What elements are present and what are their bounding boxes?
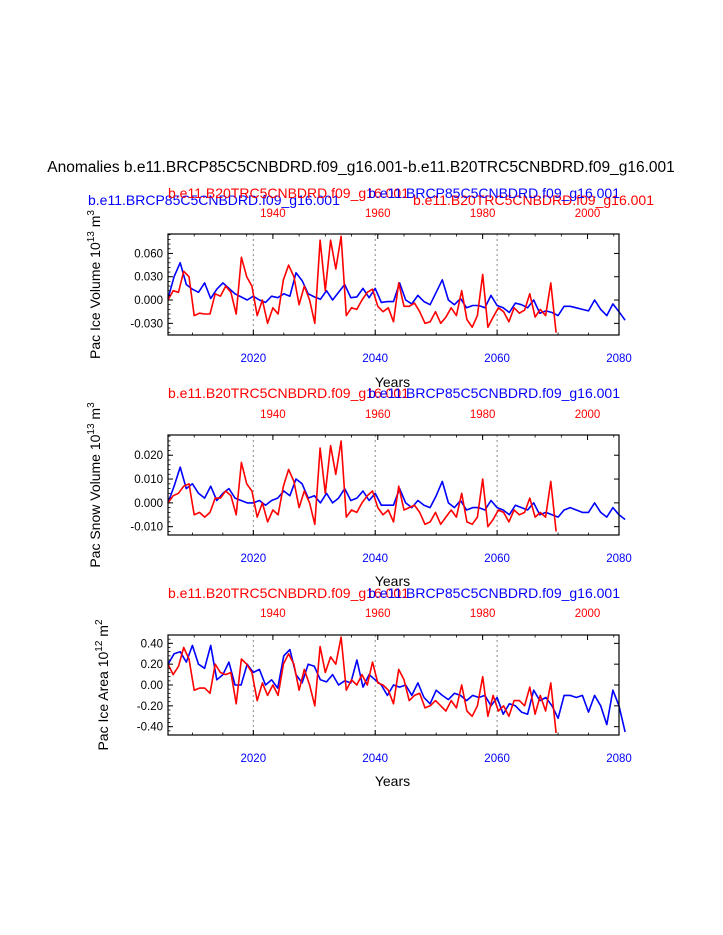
y-tick-label: 0.20 [141,659,163,671]
y-axis-label: Pac Snow Volume 1013 m3 [86,402,103,568]
x-tick-label-top: 1940 [260,608,286,620]
y-tick-label: -0.010 [130,522,163,534]
series-line-red [167,235,557,333]
y-tick-label: 0.060 [134,248,163,260]
y-tick-label: 0.030 [134,272,163,284]
x-tick-label-top: 1980 [470,208,496,220]
y-tick-label: -0.030 [130,318,163,330]
x-tick-label-top: 2000 [575,208,601,220]
x-tick-label-top: 1940 [260,208,286,220]
x-tick-label-top: 2000 [575,608,601,620]
panel-title-left: b.e11.BRCP85C5CNBDRD.f09_g16.001 [88,192,340,208]
series-line-blue [167,261,626,321]
x-tick-label-top: 1980 [470,608,496,620]
x-tick-label-bottom: 2060 [484,353,510,365]
x-tick-label-bottom: 2040 [362,753,388,765]
x-tick-label-bottom: 2080 [606,553,632,565]
y-tick-label: 0.00 [141,680,163,692]
y-axis-label: Pac Ice Area 1012 m2 [94,619,111,751]
x-tick-label-bottom: 2020 [241,753,267,765]
y-tick-label: 0.010 [134,474,163,486]
panel-title-right: b.e11.B20TRC5CNBDRD.f09_g16.001 [413,192,654,208]
x-tick-label-bottom: 2020 [241,553,267,565]
y-tick-label: 0.020 [134,450,163,462]
y-tick-label: 0.000 [134,295,163,307]
y-tick-label: 0.000 [134,498,163,510]
x-tick-label-bottom: 2040 [362,353,388,365]
series-line-red [167,440,557,532]
x-tick-label-bottom: 2060 [484,553,510,565]
series-line-red [167,636,557,733]
x-tick-label-top: 2000 [575,409,601,421]
y-tick-label: 0.40 [141,638,163,650]
figure-title: Anomalies b.e11.BRCP85C5CNBDRD.f09_g16.0… [47,159,675,176]
panel-title-overlay-red: b.e11.B20TRC5CNBDRD.f09_g16.001 [168,185,409,201]
x-axis-label: Years [375,374,410,390]
panel-snow-volume: b.e11.B20TRC5CNBDRD.f09_g16.001 b.e11.BR… [86,385,632,589]
panel-title-right: b.e11.BRCP85C5CNBDRD.f09_g16.001 [368,585,620,601]
x-axis-label: Years [375,573,410,589]
x-tick-label-bottom: 2080 [606,753,632,765]
x-tick-label-top: 1960 [365,409,391,421]
panel-title-right: b.e11.BRCP85C5CNBDRD.f09_g16.001 [368,385,620,401]
x-axis-label: Years [375,773,410,789]
x-tick-label-top: 1980 [470,409,496,421]
x-tick-label-bottom: 2080 [606,353,632,365]
x-tick-label-top: 1960 [365,208,391,220]
panel-title-overlay-blue: b.e11.BRCP85C5CNBDRD.f09_g16.001 [368,185,620,201]
y-axis-label: Pac Ice Volume 1013 m3 [86,210,103,359]
plot-frame [167,233,620,336]
panel-ice-volume: b.e11.BRCP85C5CNBDRD.f09_g16.001 b.e11.B… [86,185,654,390]
x-tick-label-bottom: 2040 [362,553,388,565]
x-tick-label-top: 1960 [365,608,391,620]
y-tick-label: -0.40 [137,722,163,734]
y-tick-label: -0.20 [137,701,163,713]
panel-title-left: b.e11.B20TRC5CNBDRD.f09_g16.001 [168,385,409,401]
panel-ice-area: b.e11.B20TRC5CNBDRD.f09_g16.001 b.e11.BR… [94,585,632,789]
x-tick-label-top: 1940 [260,409,286,421]
x-tick-label-bottom: 2060 [484,753,510,765]
x-tick-label-bottom: 2020 [241,353,267,365]
plot-frame [167,434,620,536]
panel-title-left: b.e11.B20TRC5CNBDRD.f09_g16.001 [168,585,409,601]
